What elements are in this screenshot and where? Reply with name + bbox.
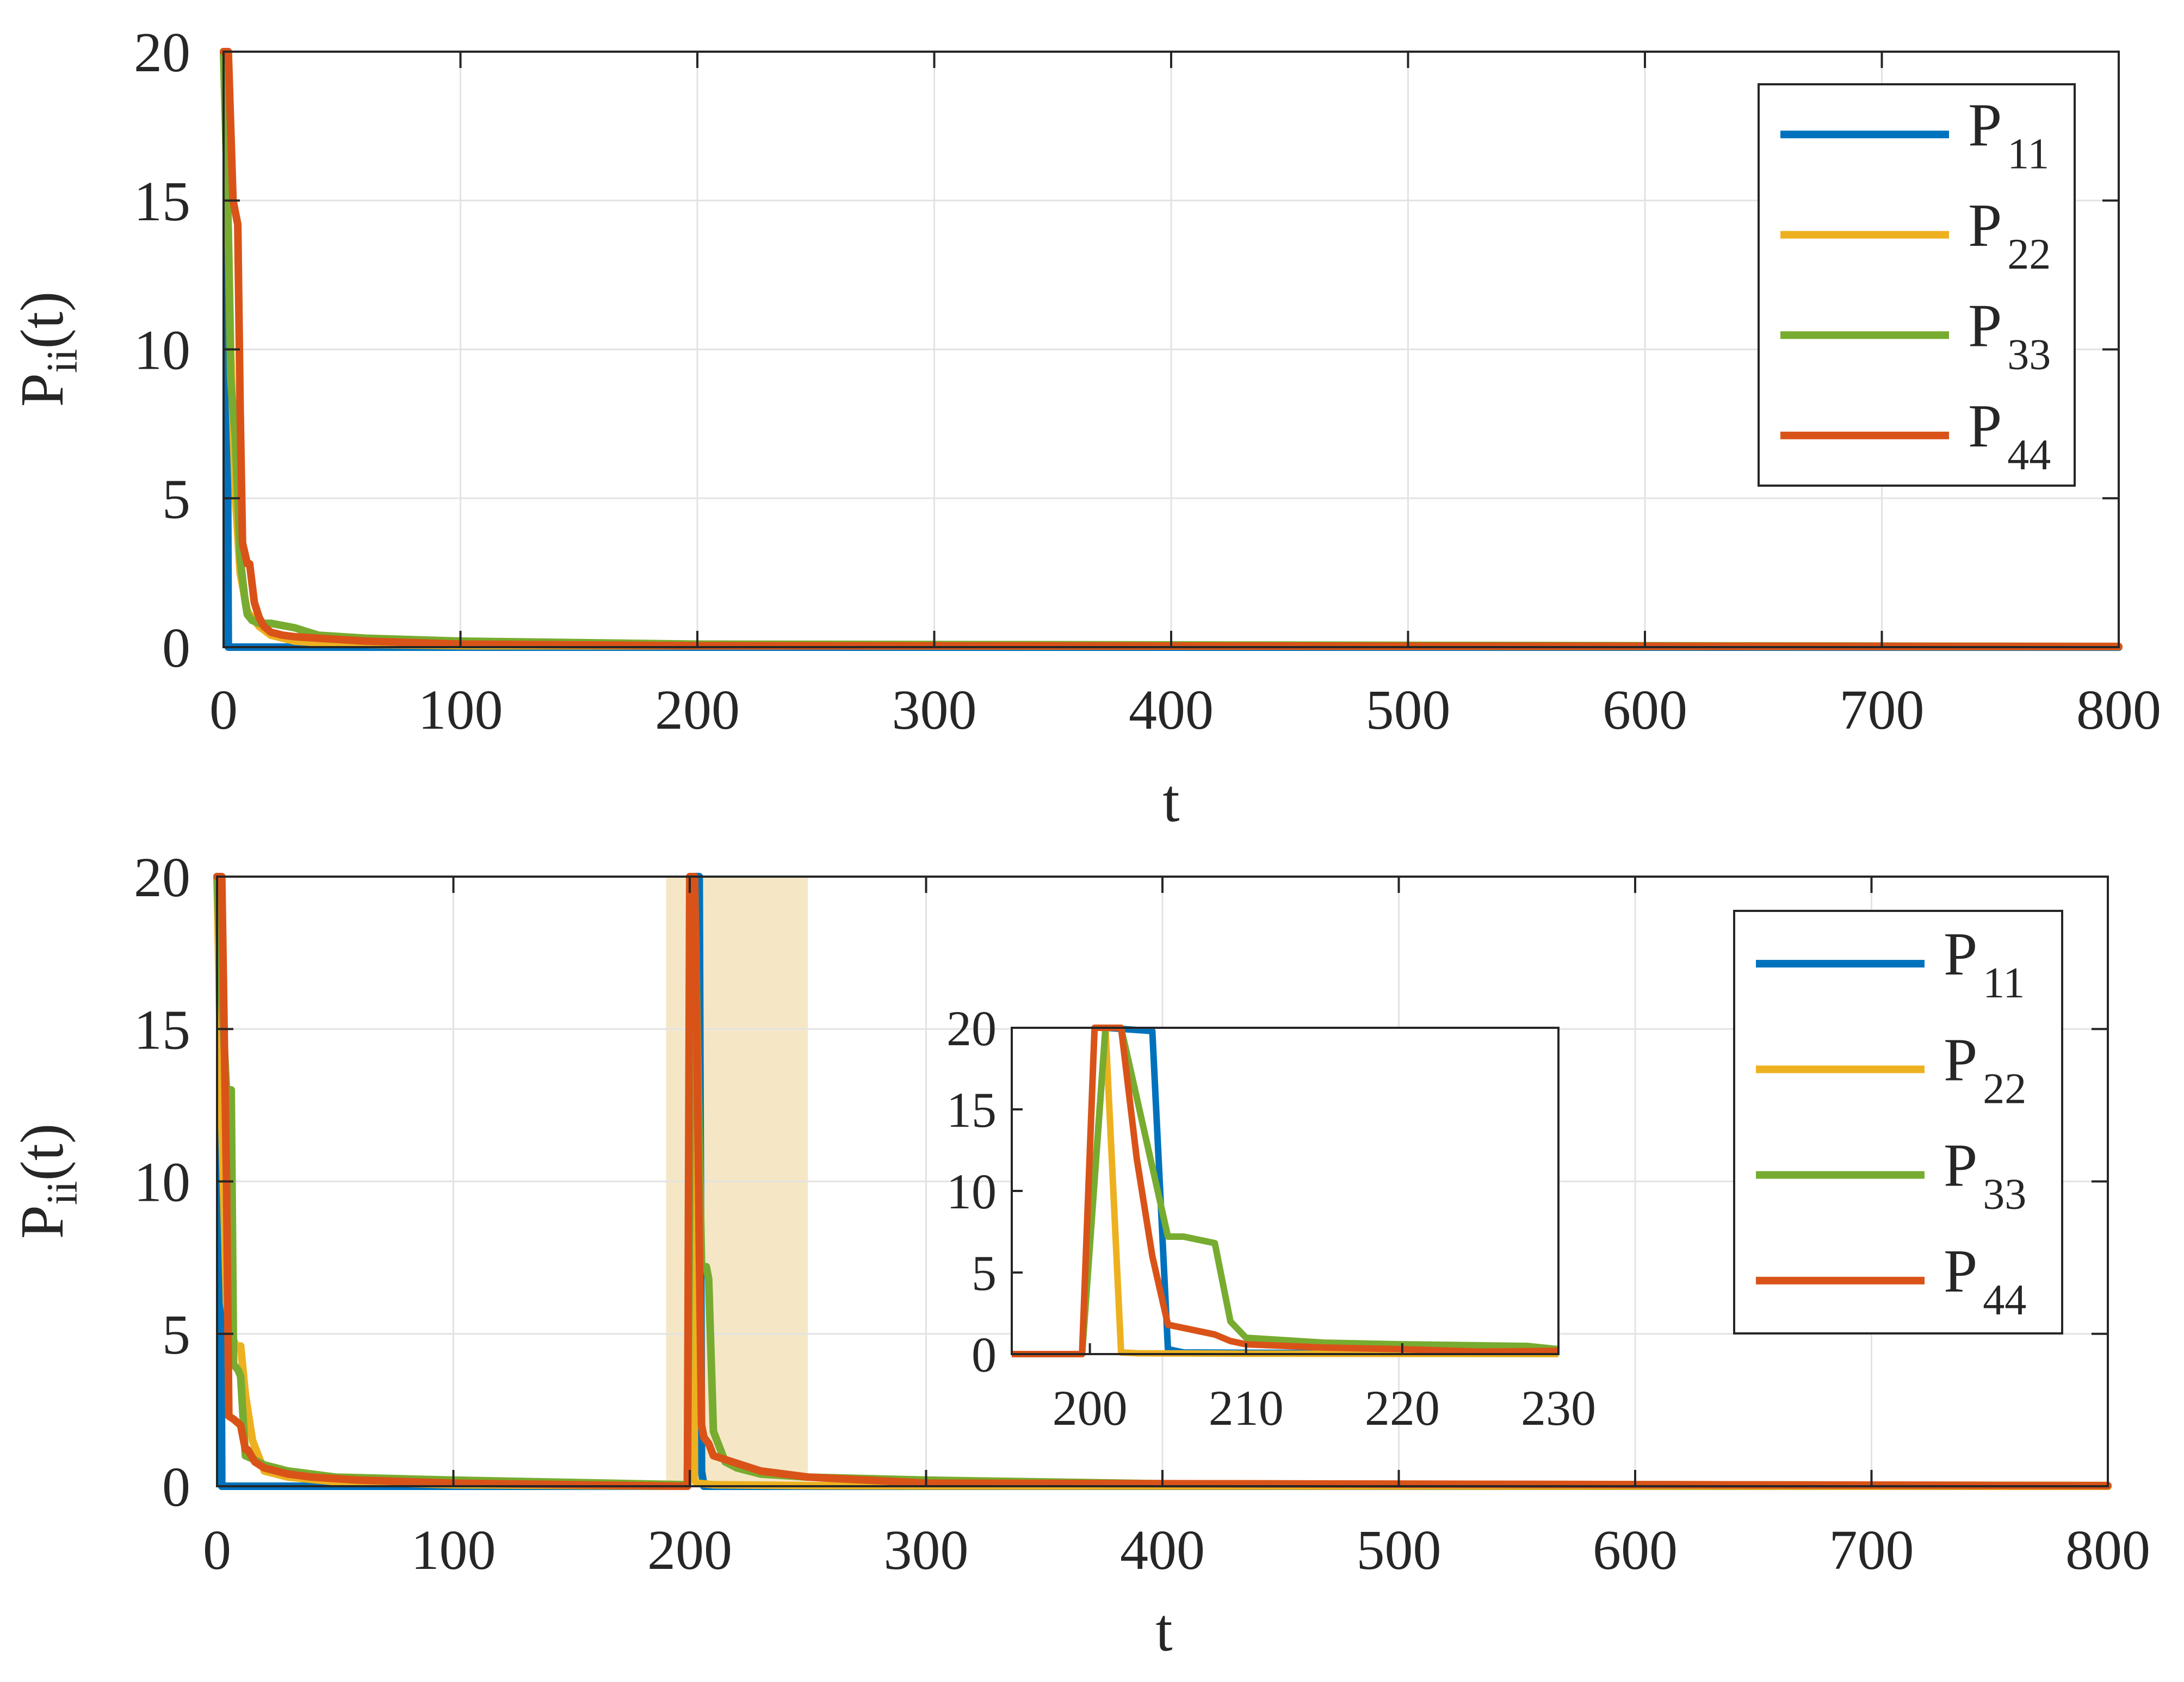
chart-bottom-xtick-label: 100 (411, 1519, 496, 1581)
chart-top-legend-label-main: P (1968, 292, 2002, 359)
chart-bottom-xtick-label: 400 (1120, 1519, 1205, 1581)
chart-bottom-legend-entry: P 33 (1756, 1132, 2026, 1219)
inset-ytick-label: 15 (946, 1082, 997, 1138)
chart-bottom-legend-label: P 22 (1944, 1026, 2026, 1113)
inset-xtick-label: 200 (1053, 1380, 1128, 1436)
inset-xtick-label: 220 (1365, 1380, 1440, 1436)
chart-top-ylabel-sub: ii (39, 349, 86, 373)
chart-bottom-legend-label-main: P (1944, 1132, 1977, 1200)
chart-bottom-ytick-label: 20 (134, 846, 190, 909)
inset-ytick-label: 5 (972, 1245, 997, 1301)
chart-top-legend-label: P 11 (1968, 91, 2049, 178)
chart-top-xtick-label: 200 (655, 679, 740, 741)
chart-bottom-ytick-label: 10 (134, 1151, 190, 1214)
chart-bottom-legend-label-sub: 44 (1983, 1276, 2026, 1324)
chart-bottom-xtick-label: 0 (203, 1519, 231, 1581)
chart-top-yticks: 0 5 10 15 20 (134, 21, 2119, 679)
chart-bottom-ytick-label: 0 (162, 1456, 190, 1518)
chart-top-xticks: 0 100 200 300 400 500 600 700 800 (209, 52, 2161, 741)
inset-ytick-label: 0 (972, 1327, 997, 1382)
chart-top-legend-label: P 33 (1968, 292, 2051, 378)
chart-top-legend-label: P 22 (1968, 192, 2051, 278)
chart-bottom-legend-label-sub: 22 (1983, 1065, 2026, 1113)
chart-top-xtick-label: 600 (1603, 679, 1687, 741)
chart-top-legend-label-main: P (1968, 393, 2002, 460)
chart-bottom-legend-entry: P 22 (1756, 1026, 2026, 1113)
chart-bottom-series-line-P44 (213, 873, 2112, 1490)
chart-bottom-xtick-label: 800 (2065, 1519, 2150, 1581)
chart-bottom-legend-label-main: P (1944, 921, 1977, 988)
chart-bottom-xticks: 0 100 200 300 400 500 600 700 800 (203, 877, 2150, 1581)
chart-top-ylabel-tail: (t) (9, 291, 76, 349)
chart-bottom-legend-entry: P 44 (1756, 1238, 2026, 1324)
chart-top-ytick-label: 15 (134, 170, 190, 233)
chart-bottom-legend-label-sub: 11 (1983, 959, 2025, 1007)
chart-top-xtick-label: 700 (1840, 679, 1925, 741)
chart-top-xlabel: t (1162, 767, 1179, 835)
chart-top-xtick-label: 0 (209, 679, 238, 741)
chart-bottom-xtick-label: 300 (884, 1519, 969, 1581)
chart-top-legend-label-sub: 33 (2007, 331, 2051, 378)
chart-bottom-xtick-label: 700 (1829, 1519, 1914, 1581)
chart-bottom-xtick-label: 600 (1593, 1519, 1678, 1581)
chart-top-legend-label-main: P (1968, 91, 2002, 159)
chart-bottom-ylabel: Pii(t) (9, 1124, 86, 1239)
chart-top-xtick-label: 800 (2076, 679, 2161, 741)
chart-top-legend-entry: P 33 (1780, 292, 2051, 378)
chart-top-legend-entry: P 22 (1780, 192, 2051, 278)
chart-bottom-legend-entry: P 11 (1756, 921, 2025, 1007)
chart-top-legend-entries: P 11P 22P 33P 44 (1780, 91, 2051, 479)
chart-top-legend-label-sub: 22 (2007, 231, 2051, 278)
chart-top-xtick-label: 400 (1129, 679, 1214, 741)
inset-xticks: 200 210 220 230 (1053, 1343, 1596, 1436)
chart-top-series-line-P44 (220, 48, 2123, 650)
chart-bottom-legend: P 11P 22P 33P 44 (1733, 910, 2063, 1335)
chart-bottom-legend-label: P 44 (1944, 1238, 2026, 1324)
chart-bottom-legend-label-main: P (1944, 1026, 1977, 1094)
chart-top-legend-box (1758, 83, 2076, 487)
chart-top-legend: P 11P 22P 33P 44 (1758, 83, 2076, 487)
chart-top-legend-label-sub: 44 (2007, 431, 2051, 479)
chart-top-ylabel-main: P (9, 373, 76, 407)
chart-bottom-legend-label: P 11 (1944, 921, 2025, 1007)
chart-top-legend-label: P 44 (1968, 393, 2051, 479)
chart-bottom-ytick-label: 15 (134, 998, 190, 1061)
inset-xtick-label: 210 (1209, 1380, 1284, 1436)
chart-bottom-legend-box (1733, 910, 2063, 1335)
chart-bottom-legend-label-sub: 33 (1983, 1171, 2026, 1219)
chart-bottom-legend-label: P 33 (1944, 1132, 2026, 1219)
chart-top-legend-entry: P 11 (1780, 91, 2049, 178)
chart-bottom-ylabel-sub: ii (39, 1181, 86, 1205)
chart-bottom-inset: 200 210 220 230 0 5 10 15 20 (946, 1001, 1596, 1436)
chart-bottom-ylabel-main: P (9, 1205, 76, 1239)
chart-top-xtick-label: 500 (1366, 679, 1451, 741)
inset-ytick-label: 10 (946, 1164, 997, 1219)
chart-top-ytick-label: 10 (134, 319, 190, 382)
chart-top-legend-label-main: P (1968, 192, 2002, 259)
chart-top-xtick-label: 300 (892, 679, 977, 741)
chart-bottom-legend-entries: P 11P 22P 33P 44 (1756, 921, 2026, 1324)
chart-top-ylabel: Pii(t) (9, 291, 86, 407)
chart-bottom-yticks: 0 5 10 15 20 (134, 846, 2108, 1518)
chart-top-ytick-label: 20 (134, 21, 190, 84)
chart-bottom-xtick-label: 500 (1357, 1519, 1441, 1581)
inset-xtick-label: 230 (1521, 1380, 1596, 1436)
chart-bottom-xtick-label: 200 (647, 1519, 732, 1581)
chart-top-xtick-label: 100 (418, 679, 503, 741)
chart-top-ytick-label: 5 (162, 468, 190, 530)
inset-ytick-label: 20 (946, 1001, 997, 1056)
chart-top-legend-label-sub: 11 (2007, 130, 2049, 178)
inset-yticks: 0 5 10 15 20 (946, 1001, 1023, 1382)
chart-top-ytick-label: 0 (162, 617, 190, 679)
chart-top-legend-entry: P 44 (1780, 393, 2051, 479)
chart-top: 0 100 200 300 400 500 600 700 800 0 5 10 15 20 t Pii… (9, 21, 2161, 835)
chart-bottom-xlabel: t (1155, 1597, 1172, 1664)
chart-bottom-ylabel-tail: (t) (9, 1124, 76, 1181)
chart-bottom-legend-label-main: P (1944, 1238, 1977, 1305)
chart-bottom-ytick-label: 5 (162, 1304, 190, 1366)
